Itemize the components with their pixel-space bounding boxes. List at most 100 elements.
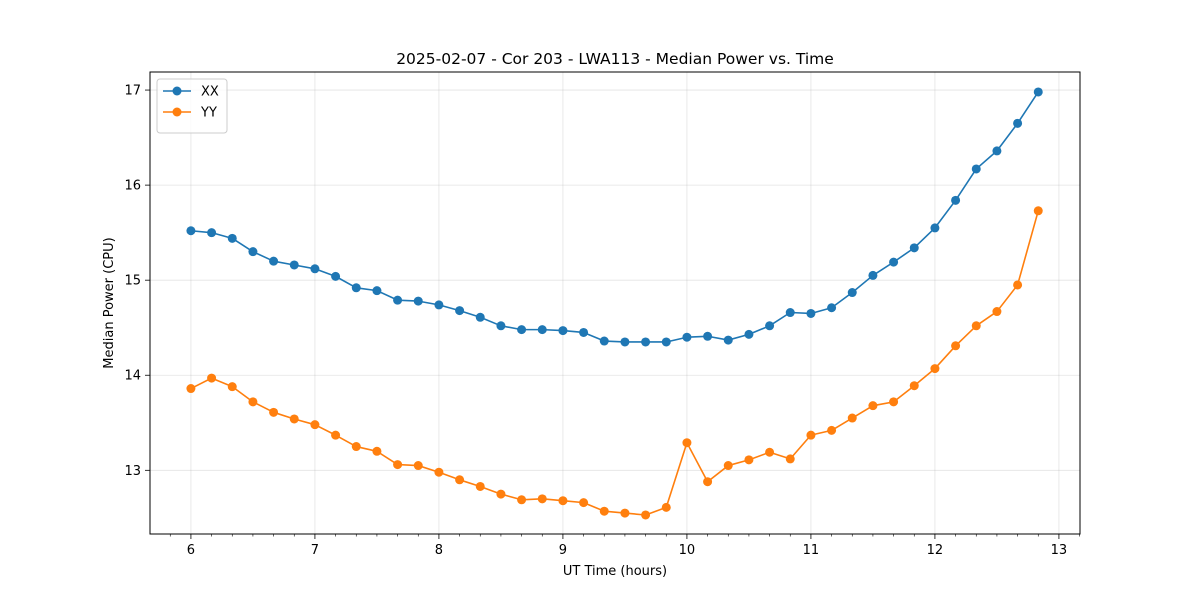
data-point-xx bbox=[765, 321, 775, 331]
data-point-xx bbox=[723, 335, 733, 345]
data-point-yy bbox=[641, 510, 651, 520]
data-point-xx bbox=[475, 312, 485, 322]
data-point-yy bbox=[1013, 280, 1023, 290]
plot-frame bbox=[149, 71, 1081, 535]
data-point-xx bbox=[413, 296, 423, 306]
series-yy bbox=[186, 206, 1043, 520]
x-tick-label: 9 bbox=[559, 543, 567, 558]
x-tick-label: 7 bbox=[311, 543, 319, 558]
data-point-xx bbox=[847, 288, 857, 298]
data-point-xx bbox=[579, 327, 589, 337]
data-point-xx bbox=[992, 146, 1002, 156]
data-point-xx bbox=[868, 270, 878, 280]
data-point-yy bbox=[351, 442, 361, 452]
data-point-yy bbox=[579, 498, 589, 508]
data-point-xx bbox=[558, 326, 568, 336]
data-point-xx bbox=[785, 308, 795, 318]
y-tick-label: 17 bbox=[124, 84, 141, 99]
x-axis-label: UT Time (hours) bbox=[563, 564, 667, 579]
data-point-yy bbox=[682, 438, 692, 448]
data-point-yy bbox=[992, 307, 1002, 317]
legend-swatch-marker bbox=[172, 86, 182, 96]
data-point-yy bbox=[806, 430, 816, 440]
chart-title: 2025-02-07 - Cor 203 - LWA113 - Median P… bbox=[396, 50, 834, 68]
data-point-yy bbox=[269, 407, 279, 417]
data-point-xx bbox=[951, 195, 961, 205]
data-point-xx bbox=[744, 329, 754, 339]
data-point-xx bbox=[889, 257, 899, 267]
data-point-yy bbox=[930, 364, 940, 374]
data-point-xx bbox=[331, 271, 341, 281]
series-layer bbox=[186, 87, 1043, 520]
data-point-xx bbox=[289, 260, 299, 270]
data-point-xx bbox=[496, 321, 506, 331]
data-point-xx bbox=[434, 300, 444, 310]
legend: XX YY bbox=[156, 78, 228, 134]
data-point-yy bbox=[413, 461, 423, 471]
data-point-xx bbox=[930, 223, 940, 233]
data-point-yy bbox=[434, 467, 444, 477]
data-point-xx bbox=[682, 332, 692, 342]
data-point-yy bbox=[186, 384, 196, 394]
data-point-yy bbox=[785, 454, 795, 464]
data-point-xx bbox=[269, 256, 279, 266]
data-point-yy bbox=[889, 397, 899, 407]
data-point-xx bbox=[641, 337, 651, 347]
data-point-yy bbox=[393, 460, 403, 470]
data-point-yy bbox=[827, 425, 837, 435]
data-point-yy bbox=[227, 382, 237, 392]
data-point-xx bbox=[207, 228, 217, 238]
legend-label-yy: YY bbox=[200, 106, 217, 121]
data-point-yy bbox=[289, 414, 299, 424]
data-point-yy bbox=[744, 455, 754, 465]
x-tick-label: 10 bbox=[679, 543, 696, 558]
data-point-yy bbox=[558, 496, 568, 506]
data-point-yy bbox=[951, 341, 961, 351]
data-point-yy bbox=[723, 461, 733, 471]
legend-item-yy: YY bbox=[163, 106, 217, 121]
data-point-yy bbox=[517, 495, 527, 505]
data-point-yy bbox=[331, 430, 341, 440]
data-point-yy bbox=[703, 477, 713, 487]
data-point-yy bbox=[455, 475, 465, 485]
data-point-yy bbox=[537, 494, 547, 504]
data-point-xx bbox=[620, 337, 630, 347]
data-point-yy bbox=[620, 508, 630, 518]
x-axis: 6 7 8 9 10 11 12 13 bbox=[169, 534, 1080, 558]
data-point-yy bbox=[372, 446, 382, 456]
data-point-xx bbox=[227, 233, 237, 243]
data-point-xx bbox=[827, 303, 837, 313]
data-point-xx bbox=[1013, 118, 1023, 128]
legend-item-xx: XX bbox=[163, 85, 219, 100]
data-point-yy bbox=[599, 506, 609, 516]
x-tick-label: 6 bbox=[187, 543, 195, 558]
data-point-xx bbox=[351, 283, 361, 293]
data-point-xx bbox=[971, 164, 981, 174]
y-tick-label: 15 bbox=[124, 274, 141, 289]
y-tick-label: 14 bbox=[124, 369, 141, 384]
data-point-xx bbox=[310, 264, 320, 274]
data-point-yy bbox=[1033, 206, 1043, 216]
data-point-yy bbox=[248, 397, 258, 407]
data-point-xx bbox=[186, 226, 196, 236]
data-point-xx bbox=[537, 325, 547, 335]
data-point-yy bbox=[310, 420, 320, 430]
x-tick-label: 8 bbox=[435, 543, 443, 558]
data-point-yy bbox=[661, 502, 671, 512]
y-tick-label: 16 bbox=[124, 179, 141, 194]
data-point-xx bbox=[661, 337, 671, 347]
data-point-yy bbox=[475, 481, 485, 491]
data-point-yy bbox=[496, 489, 506, 499]
y-axis: 13 14 15 16 17 bbox=[124, 84, 150, 479]
data-point-xx bbox=[599, 336, 609, 346]
data-point-xx bbox=[517, 325, 527, 335]
data-point-xx bbox=[393, 295, 403, 305]
data-point-xx bbox=[248, 247, 258, 257]
data-point-yy bbox=[971, 321, 981, 331]
data-point-xx bbox=[455, 306, 465, 316]
legend-swatch-marker bbox=[172, 107, 182, 117]
x-tick-label: 13 bbox=[1051, 543, 1068, 558]
data-point-xx bbox=[1033, 87, 1043, 97]
x-tick-label: 11 bbox=[803, 543, 820, 558]
